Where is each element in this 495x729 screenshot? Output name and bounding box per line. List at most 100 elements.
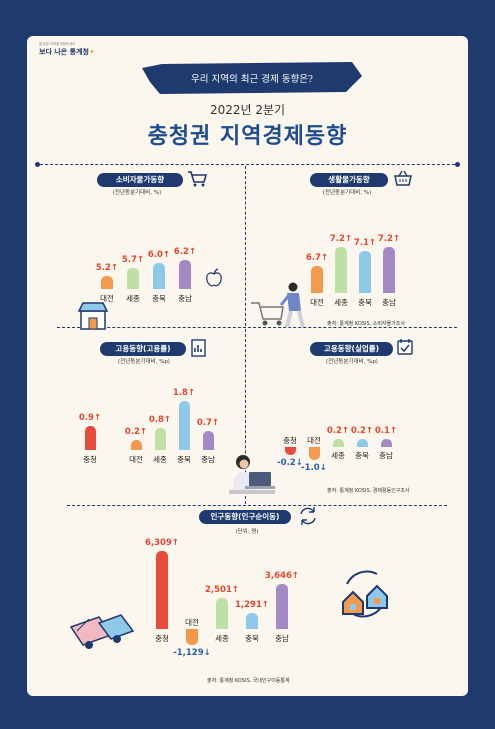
bar-충북 xyxy=(246,612,258,629)
value-label: 7.2↑ xyxy=(377,234,401,245)
value-label: 0.2↑ xyxy=(124,427,148,437)
value-label: -0.2↓ xyxy=(277,458,303,468)
bar-충청 xyxy=(84,425,96,450)
value-label: -1.0↓ xyxy=(301,463,327,473)
houses-exchange-illustration xyxy=(342,570,388,618)
quarter-label: 2022년 2분기 xyxy=(209,103,286,117)
value-label: 5.2↑ xyxy=(95,263,119,274)
unit-label-unemployment-rate: (전년동분기대비, %p) xyxy=(326,359,378,365)
category-label: 세종 xyxy=(334,298,348,307)
category-label: 충청 xyxy=(155,634,169,643)
category-label: 충남 xyxy=(379,451,393,460)
store-icon xyxy=(77,302,109,330)
value-label: 0.9↑ xyxy=(78,412,102,423)
category-label: 세종 xyxy=(331,451,345,460)
value-label: 6.0↑ xyxy=(147,250,171,261)
category-label: 대전 xyxy=(129,455,143,464)
title-ribbon xyxy=(142,62,362,94)
migration-arrows-icon xyxy=(300,507,316,525)
category-label: 충남 xyxy=(178,294,192,303)
apple-icon xyxy=(206,268,222,287)
bar-충남 xyxy=(202,431,214,450)
divider-middle xyxy=(57,327,457,328)
value-label: 6.7↑ xyxy=(305,253,329,264)
value-label: 3,646↑ xyxy=(264,570,299,581)
category-label: 세종 xyxy=(153,455,167,464)
bar-세종 xyxy=(154,428,166,450)
value-label: 0.2↑ xyxy=(326,426,350,436)
calendar-check-icon xyxy=(397,339,413,355)
divider-vertical-2 xyxy=(245,329,246,504)
value-label: -1,129↓ xyxy=(173,648,211,658)
category-label: 충북 xyxy=(152,294,166,303)
value-label: 1,291↑ xyxy=(234,599,269,610)
category-label: 충남 xyxy=(275,634,289,643)
category-label: 세종 xyxy=(215,634,229,643)
category-label: 충북 xyxy=(177,455,191,464)
bar-대전 xyxy=(311,266,323,293)
value-label: 0.2↑ xyxy=(350,426,374,436)
value-label: 0.8↑ xyxy=(148,415,172,426)
category-label: 세종 xyxy=(126,294,140,303)
page-title: 충청권 지역경제동향 xyxy=(147,124,348,149)
unemployment-rate-chart: -0.2↓ 충청 -1.0↓ 대전 0.2↑ 세종 0.2↑ 충북 0.1↑ 충남 xyxy=(275,386,435,473)
value-label: 0.7↑ xyxy=(196,418,220,429)
category-label: 대전 xyxy=(100,294,114,303)
bar-충북 xyxy=(356,439,368,447)
category-label: 대전 xyxy=(185,618,199,627)
section-title-living-price: 생활물가동향 xyxy=(310,173,388,187)
bar-충북 xyxy=(359,251,371,293)
bar-충북 xyxy=(178,401,190,450)
statistics-korea-logo: 통계청 지역통계협력센터 보다 나은 통계청✦ xyxy=(39,42,95,56)
bar-대전 xyxy=(186,629,198,645)
unit-label-population: (단위: 명) xyxy=(235,529,259,535)
banner-text: 우리 지역의 최근 경제 동향은? xyxy=(190,74,314,85)
section-title-unemployment-rate: 고용동향(실업률) xyxy=(310,342,393,356)
bar-충남 xyxy=(276,583,288,629)
bar-충청 xyxy=(156,550,168,629)
unit-label-employment-rate: (전년동분기대비, %p) xyxy=(118,359,170,365)
value-label: 0.1↑ xyxy=(374,426,398,436)
source-price: 출처: 통계청 KOSIS, 소비자물가조사 xyxy=(327,321,406,327)
section-title-employment-rate: 고용동향(고용률) xyxy=(100,342,186,356)
value-label: 6,309↑ xyxy=(144,537,179,548)
category-label: 충북 xyxy=(355,451,369,460)
category-label: 충남 xyxy=(201,455,215,464)
category-label: 충남 xyxy=(382,298,396,307)
bar-대전 xyxy=(130,440,142,450)
shopper-with-cart-illustration xyxy=(251,282,305,328)
category-label: 충청 xyxy=(283,436,297,445)
bar-세종 xyxy=(332,439,344,447)
bar-대전 xyxy=(308,447,320,460)
bar-세종 xyxy=(335,247,347,293)
office-worker-illustration xyxy=(229,455,275,494)
bar-충남 xyxy=(179,260,191,289)
employment-rate-chart: 0.9↑ 충청 0.2↑ 대전 0.8↑ 세종 1.8↑ 충북 0.7↑ 충남 xyxy=(75,368,240,464)
value-label: 5.7↑ xyxy=(121,255,145,266)
divider-bottom xyxy=(67,505,447,506)
divider-top xyxy=(35,164,460,165)
value-label: 7.1↑ xyxy=(353,238,377,249)
bar-세종 xyxy=(127,268,139,289)
bar-충남 xyxy=(383,247,395,293)
unit-label-living-price: (전년동분기대비, %) xyxy=(322,190,372,196)
moving-truck-illustration xyxy=(69,614,135,649)
bar-세종 xyxy=(216,597,228,629)
document-chart-icon xyxy=(191,339,206,357)
population-chart: 6,309↑ 충청 -1,129↓ 대전 2,501↑ 세종 1,291↑ 충북 3,646↑ 충… xyxy=(145,536,332,666)
living-price-chart: 6.7↑ 대전 7.2↑ 세종 7.1↑ 충북 7.2↑ 충남 xyxy=(302,198,412,311)
basket-icon xyxy=(394,170,412,186)
source-employment: 출처: 통계청 KOSIS, 경제활동인구조사 xyxy=(327,488,410,494)
shopping-cart-icon xyxy=(188,171,207,187)
category-label: 충북 xyxy=(245,634,259,643)
section-title-population: 인구동향(인구순이동) xyxy=(199,510,291,524)
value-label: 1.8↑ xyxy=(172,388,196,399)
source-population: 출처: 통계청 KOSIS, 국내인구이동통계 xyxy=(207,678,290,684)
value-label: 2,501↑ xyxy=(204,584,239,595)
value-label: 7.2↑ xyxy=(329,234,353,245)
divider-vertical-1 xyxy=(245,166,246,326)
infographic-poster: 통계청 지역통계협력센터 보다 나은 통계청✦ 우리 지역의 최근 경제 동향은… xyxy=(27,36,468,696)
section-title-cpi: 소비자물가동향 xyxy=(97,173,183,187)
cpi-chart: 5.2↑ 대전 5.7↑ 세종 6.0↑ 충북 6.2↑ 충남 xyxy=(92,201,202,311)
category-label: 충북 xyxy=(358,298,372,307)
